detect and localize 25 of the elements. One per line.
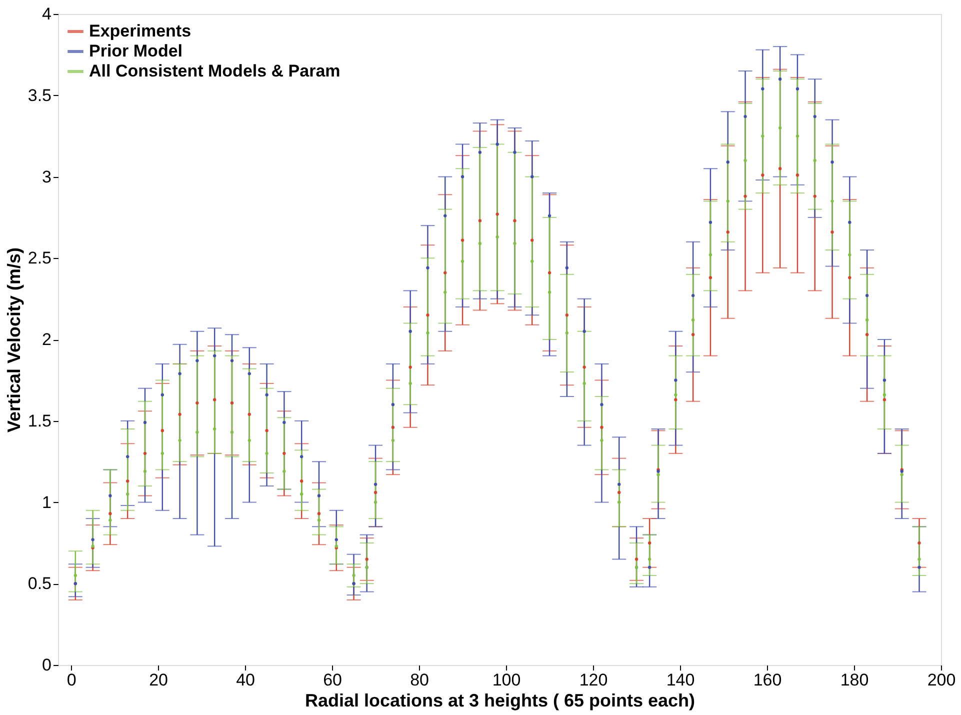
y-tick-label: 0.5 xyxy=(28,574,52,594)
x-tick-label: 160 xyxy=(753,670,782,690)
x-tick-label: 60 xyxy=(323,670,342,690)
y-tick-label: 0 xyxy=(42,656,52,674)
x-tick-label: 0 xyxy=(66,670,76,690)
y-tick-label: 1.5 xyxy=(28,411,52,430)
x-tick-label: 120 xyxy=(579,670,608,690)
y-tick-label: 3.5 xyxy=(28,86,52,105)
x-tick-label: 20 xyxy=(149,670,168,690)
x-tick-label: 100 xyxy=(492,670,521,690)
x-tick-label: 140 xyxy=(666,670,695,690)
y-tick-label: 2 xyxy=(42,330,52,349)
y-tick-label: 4 xyxy=(42,4,52,24)
legend-label: All Consistent Models & Param xyxy=(89,62,340,80)
x-tick-label: 80 xyxy=(410,670,429,690)
legend-label: Prior Model xyxy=(89,42,183,60)
x-tick-label: 200 xyxy=(927,670,956,690)
y-tick-label: 3 xyxy=(42,167,52,186)
x-tick-label: 40 xyxy=(236,670,255,690)
x-tick-label: 180 xyxy=(840,670,869,690)
y-axis-title: Vertical Velocity (m/s) xyxy=(4,247,24,433)
legend-label: Experiments xyxy=(89,22,192,40)
x-axis-title: Radial locations at 3 heights ( 65 points each) xyxy=(304,690,696,710)
y-tick-label: 2.5 xyxy=(28,248,52,268)
y-tick-label: 1 xyxy=(42,492,52,512)
